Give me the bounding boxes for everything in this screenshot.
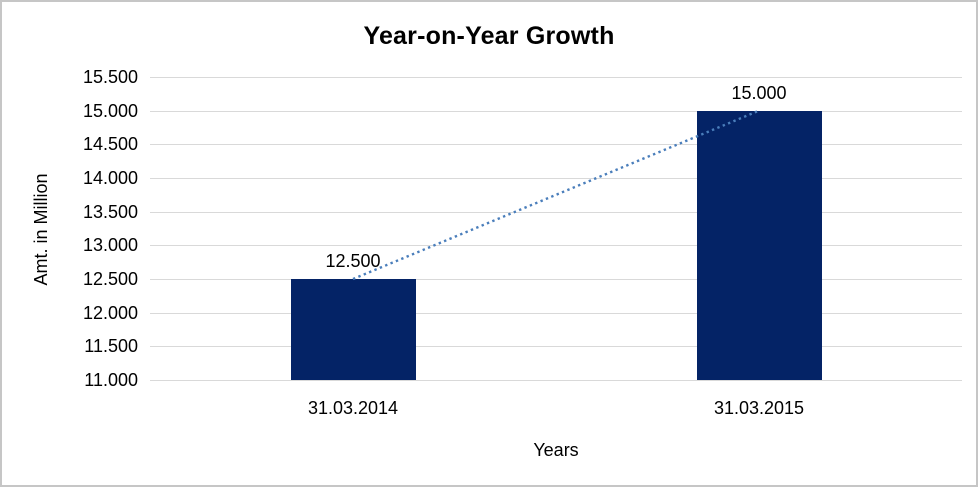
gridline: [150, 245, 962, 247]
x-tick-label: 31.03.2014: [307, 398, 399, 418]
gridline: [150, 211, 962, 213]
y-tick-label: 15.000: [82, 100, 138, 121]
trendline: [352, 109, 760, 281]
x-axis-title: Years: [533, 440, 579, 460]
y-tick-label: 12.500: [82, 269, 138, 289]
gridline: [150, 279, 962, 280]
gridline: [150, 178, 962, 179]
y-axis-tick-labels: 15.500 15.000 14.500 14.000 13.500 13.000 12.5…: [2, 67, 138, 390]
bar-31.03.2014: [290, 279, 416, 380]
y-tick-label: 13.000: [82, 235, 138, 256]
y-tick-label: 14.500: [82, 134, 138, 155]
y-tick-label: 15.500: [82, 67, 138, 87]
y-tick-label: 12.000: [82, 302, 138, 323]
gridline: [150, 380, 962, 381]
chart-title: Year-on-Year Growth: [363, 22, 615, 50]
y-tick-label: 13.500: [82, 201, 138, 222]
data-label: 15.000: [731, 82, 787, 103]
gridline: [150, 312, 962, 314]
y-tick-label: 11.500: [84, 336, 138, 357]
data-label: 12.500: [325, 251, 381, 271]
gridline: [150, 110, 962, 112]
x-tick-label: 31.03.2015: [713, 398, 805, 418]
x-axis-tick-labels: 31.03.2014 31.03.2015: [150, 398, 962, 422]
gridline: [150, 346, 962, 348]
y-tick-label: 14.000: [82, 168, 138, 188]
y-tick-label: 11.000: [84, 370, 138, 390]
gridline: [150, 144, 962, 146]
bar-31.03.2015: [696, 110, 822, 380]
plot-area: 12.500 15.000: [150, 77, 962, 381]
gridline: [150, 77, 962, 78]
